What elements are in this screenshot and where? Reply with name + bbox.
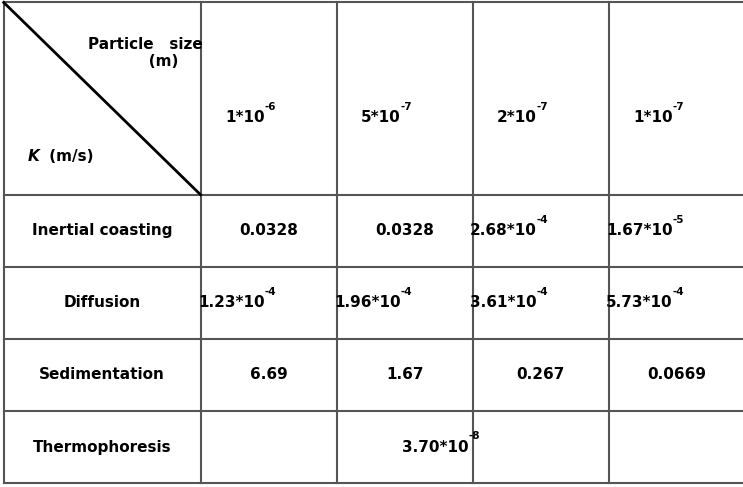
Text: -7: -7	[401, 102, 412, 112]
Text: -4: -4	[673, 287, 684, 297]
Text: K: K	[27, 149, 39, 164]
Text: 1*10: 1*10	[225, 111, 265, 125]
Text: Particle   size
       (m): Particle size (m)	[88, 37, 203, 70]
Text: 1.96*10: 1.96*10	[334, 296, 401, 310]
Text: 3.61*10: 3.61*10	[470, 296, 536, 310]
Text: 1.67*10: 1.67*10	[606, 224, 673, 238]
Text: 6.69: 6.69	[250, 368, 288, 382]
Text: -5: -5	[673, 215, 684, 225]
Text: Inertial coasting: Inertial coasting	[32, 224, 172, 238]
Text: 2*10: 2*10	[497, 111, 536, 125]
Text: -4: -4	[536, 287, 548, 297]
Text: 1.23*10: 1.23*10	[198, 296, 265, 310]
Text: -7: -7	[536, 102, 548, 112]
Text: 0.0328: 0.0328	[375, 224, 434, 238]
Text: 0.0669: 0.0669	[647, 368, 706, 382]
Text: -4: -4	[265, 287, 276, 297]
Text: 1.67: 1.67	[386, 368, 424, 382]
Text: 3.70*10: 3.70*10	[402, 440, 469, 454]
Text: Diffusion: Diffusion	[64, 296, 140, 310]
Text: -8: -8	[469, 431, 480, 441]
Text: 1*10: 1*10	[633, 111, 673, 125]
Text: (m/s): (m/s)	[44, 149, 93, 164]
Text: 5.73*10: 5.73*10	[606, 296, 673, 310]
Text: -4: -4	[536, 215, 548, 225]
Text: -6: -6	[265, 102, 276, 112]
Text: 0.0328: 0.0328	[239, 224, 298, 238]
Text: -7: -7	[673, 102, 684, 112]
Text: 2.68*10: 2.68*10	[470, 224, 536, 238]
Text: Sedimentation: Sedimentation	[39, 368, 165, 382]
Text: -4: -4	[401, 287, 412, 297]
Text: 0.267: 0.267	[516, 368, 565, 382]
Text: 5*10: 5*10	[361, 111, 401, 125]
Text: Thermophoresis: Thermophoresis	[33, 440, 172, 454]
